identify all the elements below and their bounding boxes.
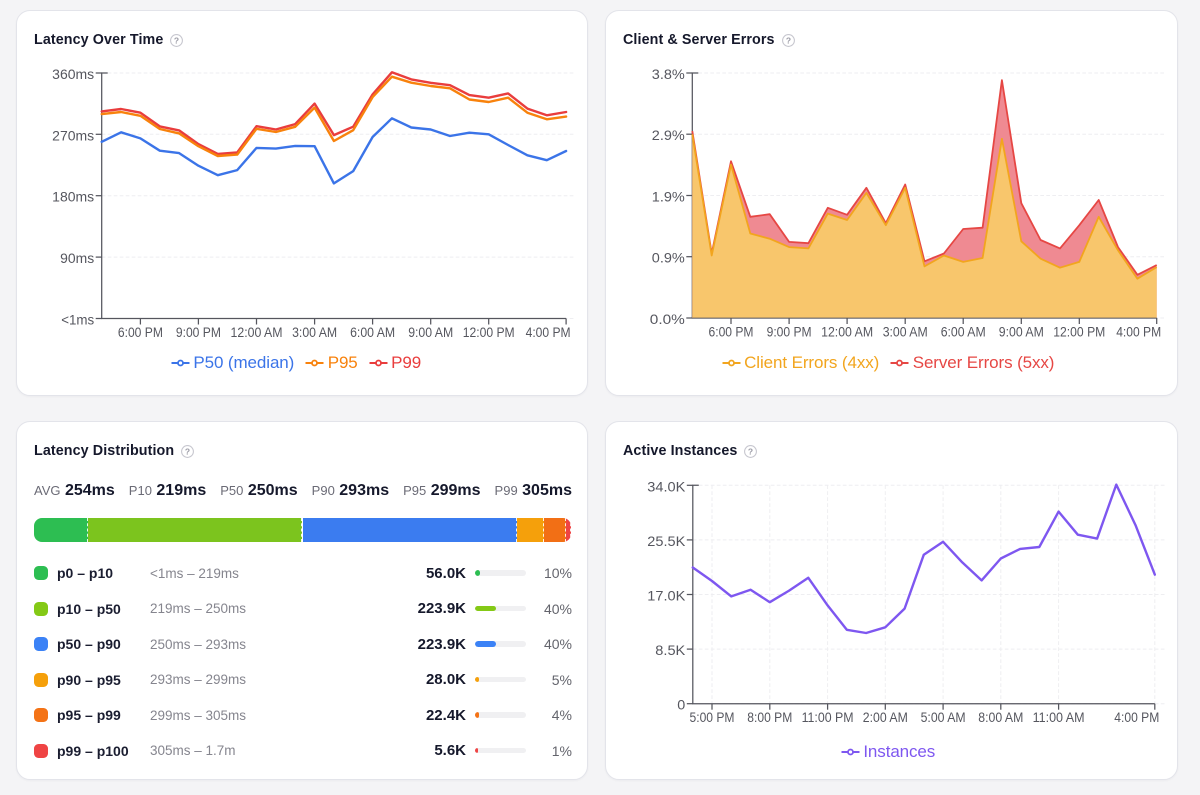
svg-text:3.8%: 3.8% [652, 67, 685, 82]
svg-text:34.0K: 34.0K [647, 479, 685, 494]
svg-text:5:00 PM: 5:00 PM [690, 710, 735, 725]
svg-text:3:00 AM: 3:00 AM [883, 325, 928, 340]
svg-text:2.9%: 2.9% [652, 128, 685, 143]
svg-text:1.9%: 1.9% [652, 190, 685, 205]
svg-text:4:00 PM: 4:00 PM [1116, 325, 1161, 340]
svg-text:0.9%: 0.9% [652, 251, 685, 266]
svg-text:8:00 AM: 8:00 AM [978, 710, 1023, 725]
svg-text:6:00 PM: 6:00 PM [709, 325, 754, 340]
svg-text:6:00 AM: 6:00 AM [941, 325, 986, 340]
svg-text:180ms: 180ms [52, 190, 94, 205]
svg-text:?: ? [748, 446, 753, 456]
svg-text:270ms: 270ms [52, 128, 94, 143]
svg-text:9:00 AM: 9:00 AM [408, 325, 453, 340]
svg-text:0: 0 [677, 698, 685, 713]
svg-text:12:00 PM: 12:00 PM [463, 325, 515, 340]
svg-text:12:00 AM: 12:00 AM [821, 325, 873, 340]
svg-text:6:00 AM: 6:00 AM [350, 325, 395, 340]
svg-text:90ms: 90ms [60, 251, 94, 266]
svg-text:9:00 PM: 9:00 PM [176, 325, 221, 340]
svg-text:4:00 PM: 4:00 PM [526, 325, 571, 340]
svg-text:?: ? [785, 35, 790, 45]
svg-text:6:00 PM: 6:00 PM [118, 325, 163, 340]
svg-text:2:00 AM: 2:00 AM [863, 710, 908, 725]
svg-text:25.5K: 25.5K [647, 534, 685, 549]
svg-text:17.0K: 17.0K [647, 589, 685, 604]
svg-text:8.5K: 8.5K [655, 643, 685, 658]
svg-text:3:00 AM: 3:00 AM [292, 325, 337, 340]
svg-text:?: ? [185, 446, 190, 456]
svg-text:9:00 AM: 9:00 AM [999, 325, 1044, 340]
svg-text:4:00 PM: 4:00 PM [1114, 710, 1159, 725]
svg-text:8:00 PM: 8:00 PM [747, 710, 792, 725]
svg-text:12:00 PM: 12:00 PM [1053, 325, 1105, 340]
svg-text:0.0%: 0.0% [650, 312, 685, 327]
svg-text:<1ms: <1ms [61, 313, 94, 328]
svg-text:11:00 AM: 11:00 AM [1033, 710, 1085, 725]
svg-text:?: ? [174, 35, 179, 45]
svg-text:12:00 AM: 12:00 AM [231, 325, 283, 340]
svg-text:9:00 PM: 9:00 PM [767, 325, 812, 340]
svg-text:11:00 PM: 11:00 PM [802, 710, 854, 725]
svg-text:360ms: 360ms [52, 67, 94, 82]
svg-text:5:00 AM: 5:00 AM [921, 710, 966, 725]
